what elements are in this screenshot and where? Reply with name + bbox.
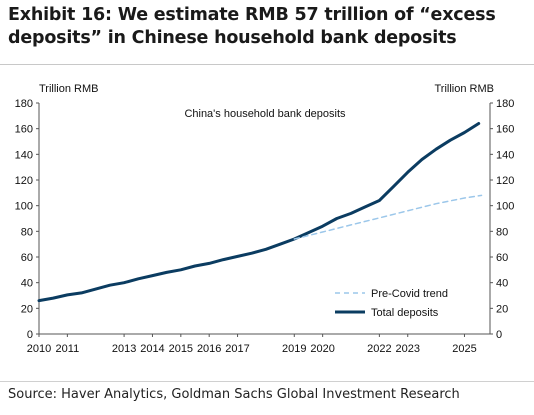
x-tick-label: 2023	[395, 343, 419, 355]
y-tick-label-right: 80	[496, 226, 508, 238]
y-tick-label-right: 20	[496, 303, 508, 315]
x-tick-label: 2016	[197, 343, 221, 355]
legend-label-pre-covid-trend: Pre-Covid trend	[371, 288, 448, 300]
x-tick-label: 2019	[282, 343, 306, 355]
y-tick-label-left: 140	[15, 149, 33, 161]
y-tick-label-left: 80	[21, 226, 33, 238]
y-tick-label-left: 160	[15, 124, 33, 136]
title-divider	[0, 64, 534, 65]
x-tick-label: 2022	[367, 343, 391, 355]
y-tick-label-right: 0	[496, 329, 502, 341]
x-tick-label: 2014	[140, 343, 164, 355]
y-axis-label-right: Trillion RMB	[435, 83, 495, 95]
y-tick-label-left: 180	[15, 98, 33, 110]
chart-title: China's household bank deposits	[184, 108, 346, 120]
y-tick-label-right: 160	[496, 124, 514, 136]
x-tick-label: 2011	[56, 343, 80, 355]
y-tick-label-right: 100	[496, 201, 514, 213]
y-tick-label-left: 40	[21, 278, 33, 290]
y-tick-label-right: 40	[496, 278, 508, 290]
series-line-pre-covid-trend	[293, 194, 483, 240]
y-tick-label-right: 180	[496, 98, 514, 110]
legend: Pre-Covid trend Total deposits	[335, 288, 448, 319]
y-tick-label-left: 100	[15, 201, 33, 213]
x-tick-label: 2025	[452, 343, 476, 355]
y-tick-label-right: 140	[496, 149, 514, 161]
x-tick-label: 2020	[310, 343, 334, 355]
y-tick-label-left: 20	[21, 303, 33, 315]
series-layer	[37, 122, 483, 303]
exhibit-title: Exhibit 16: We estimate RMB 57 trillion …	[8, 5, 496, 48]
x-tick-label: 2017	[225, 343, 249, 355]
y-tick-label-left: 60	[21, 252, 33, 264]
x-tick-label: 2013	[112, 343, 136, 355]
y-tick-label-right: 120	[496, 175, 514, 187]
y-axis-label-left: Trillion RMB	[39, 83, 99, 95]
y-tick-label-left: 120	[15, 175, 33, 187]
source-note: Source: Haver Analytics, Goldman Sachs G…	[8, 387, 460, 402]
source-divider	[0, 381, 534, 382]
x-tick-label: 2015	[169, 343, 193, 355]
series-line-total-deposits	[37, 122, 481, 303]
legend-label-total-deposits: Total deposits	[371, 307, 439, 319]
y-tick-label-left: 0	[27, 329, 33, 341]
x-tick-label: 2010	[27, 343, 51, 355]
y-tick-label-right: 60	[496, 252, 508, 264]
